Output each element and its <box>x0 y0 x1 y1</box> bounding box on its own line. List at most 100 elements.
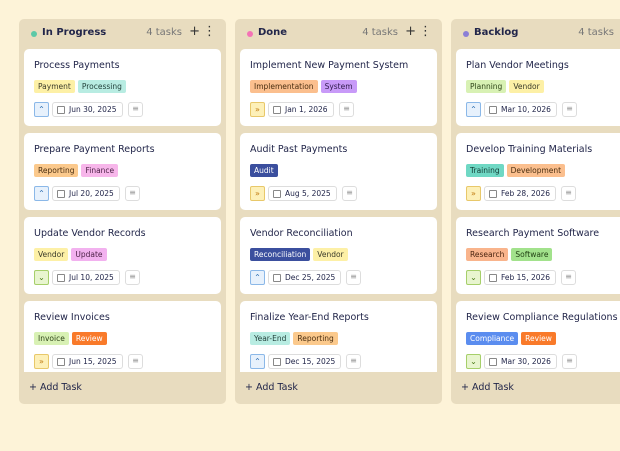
add-task-label: Add Task <box>39 382 82 393</box>
tag: Vendor <box>34 248 69 261</box>
description-icon[interactable]: ≡ <box>346 354 361 369</box>
priority-icon[interactable]: ⌄ <box>466 354 481 369</box>
description-icon[interactable]: ≡ <box>125 186 140 201</box>
calendar-icon <box>57 106 65 114</box>
due-date[interactable]: Jun 15, 2025 <box>52 354 123 369</box>
due-date[interactable]: Jun 30, 2025 <box>52 102 123 117</box>
tag-list: Compliance Review <box>466 332 556 345</box>
priority-icon[interactable]: ⌃ <box>466 102 481 117</box>
task-card[interactable]: Audit Past Payments Audit » Aug 5, 2025 ≡ <box>240 133 437 210</box>
task-card[interactable]: Review Invoices Invoice Review » Jun 15, 202… <box>24 301 221 372</box>
priority-icon[interactable]: ⌄ <box>34 270 49 285</box>
task-card[interactable]: Prepare Payment Reports Reporting Finance ⌃… <box>24 133 221 210</box>
date-text: Dec 25, 2025 <box>285 273 336 282</box>
date-text: Dec 15, 2025 <box>285 357 336 366</box>
due-date[interactable]: Feb 28, 2026 <box>484 186 557 201</box>
due-date[interactable]: Mar 30, 2026 <box>484 354 557 369</box>
description-icon[interactable]: ≡ <box>562 354 577 369</box>
column-title: Done <box>258 27 288 38</box>
tag: Vendor <box>313 248 348 261</box>
add-button[interactable]: + <box>405 24 416 39</box>
card-title: Develop Training Materials <box>466 144 593 155</box>
menu-button[interactable]: ⋮ <box>419 24 432 39</box>
add-task-label: Add Task <box>471 382 514 393</box>
card-title: Review Invoices <box>34 312 110 323</box>
calendar-icon <box>273 106 281 114</box>
add-task-button[interactable]: + Add Task <box>19 372 226 404</box>
task-card[interactable]: Vendor Reconciliation Reconciliation Vendo… <box>240 217 437 294</box>
tag: Processing <box>77 80 126 93</box>
task-card[interactable]: Finalize Year-End Reports Year-End Reporti… <box>240 301 437 372</box>
due-date[interactable]: Feb 15, 2026 <box>484 270 557 285</box>
description-icon[interactable]: ≡ <box>339 102 354 117</box>
priority-icon[interactable]: ⌃ <box>34 102 49 117</box>
calendar-icon <box>57 190 65 198</box>
priority-icon[interactable]: ⌃ <box>250 354 265 369</box>
due-date[interactable]: Dec 15, 2025 <box>268 354 342 369</box>
priority-icon[interactable]: ⌄ <box>466 270 481 285</box>
calendar-icon <box>489 358 497 366</box>
card-list: Plan Vendor Meetings Planning Vendor ⌃ Mar 1… <box>456 49 620 372</box>
task-card[interactable]: Process Payments Payment Processing ⌃ Jun 30… <box>24 49 221 126</box>
task-card[interactable]: Review Compliance Regulations Compliance R… <box>456 301 620 372</box>
calendar-icon <box>57 358 65 366</box>
column-title: In Progress <box>42 27 107 38</box>
tag: Planning <box>466 80 507 93</box>
due-date[interactable]: Jan 1, 2026 <box>268 102 334 117</box>
menu-button[interactable]: ⋮ <box>203 24 216 39</box>
date-text: Feb 15, 2026 <box>501 273 551 282</box>
tag: Review <box>521 332 556 345</box>
tag-list: Reconciliation Vendor <box>250 248 348 261</box>
task-card[interactable]: Implement New Payment System Implementati… <box>240 49 437 126</box>
task-card[interactable]: Update Vendor Records Vendor Update ⌄ Jul 10… <box>24 217 221 294</box>
due-date[interactable]: Jul 20, 2025 <box>52 186 120 201</box>
date-text: Feb 28, 2026 <box>501 189 551 198</box>
task-count: 4 tasks <box>578 27 614 38</box>
tag: Update <box>71 248 107 261</box>
description-icon[interactable]: ≡ <box>125 270 140 285</box>
description-icon[interactable]: ≡ <box>128 354 143 369</box>
tag: Payment <box>34 80 75 93</box>
card-list: Implement New Payment System Implementati… <box>240 49 437 372</box>
priority-icon[interactable]: » <box>250 102 265 117</box>
date-text: Jul 20, 2025 <box>69 189 114 198</box>
priority-icon[interactable]: ⌃ <box>250 270 265 285</box>
add-task-button[interactable]: + Add Task <box>451 372 620 404</box>
description-icon[interactable]: ≡ <box>346 270 361 285</box>
tag-list: Year-End Reporting <box>250 332 338 345</box>
tag: Audit <box>250 164 278 177</box>
due-date[interactable]: Dec 25, 2025 <box>268 270 342 285</box>
description-icon[interactable]: ≡ <box>562 102 577 117</box>
due-date[interactable]: Jul 10, 2025 <box>52 270 120 285</box>
description-icon[interactable]: ≡ <box>342 186 357 201</box>
description-icon[interactable]: ≡ <box>128 102 143 117</box>
calendar-icon <box>489 106 497 114</box>
task-card[interactable]: Plan Vendor Meetings Planning Vendor ⌃ Mar 1… <box>456 49 620 126</box>
add-task-button[interactable]: + Add Task <box>235 372 442 404</box>
calendar-icon <box>489 190 497 198</box>
tag: Reporting <box>293 332 338 345</box>
tag: Vendor <box>509 80 544 93</box>
card-title: Implement New Payment System <box>250 60 409 71</box>
due-date[interactable]: Mar 10, 2026 <box>484 102 557 117</box>
date-text: Jun 30, 2025 <box>69 105 117 114</box>
tag: Implementation <box>250 80 318 93</box>
tag: Finance <box>81 164 119 177</box>
task-card[interactable]: Research Payment Software Research Softwar… <box>456 217 620 294</box>
date-text: Mar 30, 2026 <box>501 357 551 366</box>
column: In Progress 4 tasks + ⋮ Process Payments Paym… <box>19 19 226 404</box>
add-button[interactable]: + <box>189 24 200 39</box>
card-title: Audit Past Payments <box>250 144 348 155</box>
priority-icon[interactable]: » <box>34 354 49 369</box>
date-text: Aug 5, 2025 <box>285 189 331 198</box>
due-date[interactable]: Aug 5, 2025 <box>268 186 337 201</box>
task-card[interactable]: Develop Training Materials Training Develo… <box>456 133 620 210</box>
priority-icon[interactable]: ⌃ <box>34 186 49 201</box>
priority-icon[interactable]: » <box>466 186 481 201</box>
calendar-icon <box>273 274 281 282</box>
description-icon[interactable]: ≡ <box>561 270 576 285</box>
description-icon[interactable]: ≡ <box>561 186 576 201</box>
priority-icon[interactable]: » <box>250 186 265 201</box>
